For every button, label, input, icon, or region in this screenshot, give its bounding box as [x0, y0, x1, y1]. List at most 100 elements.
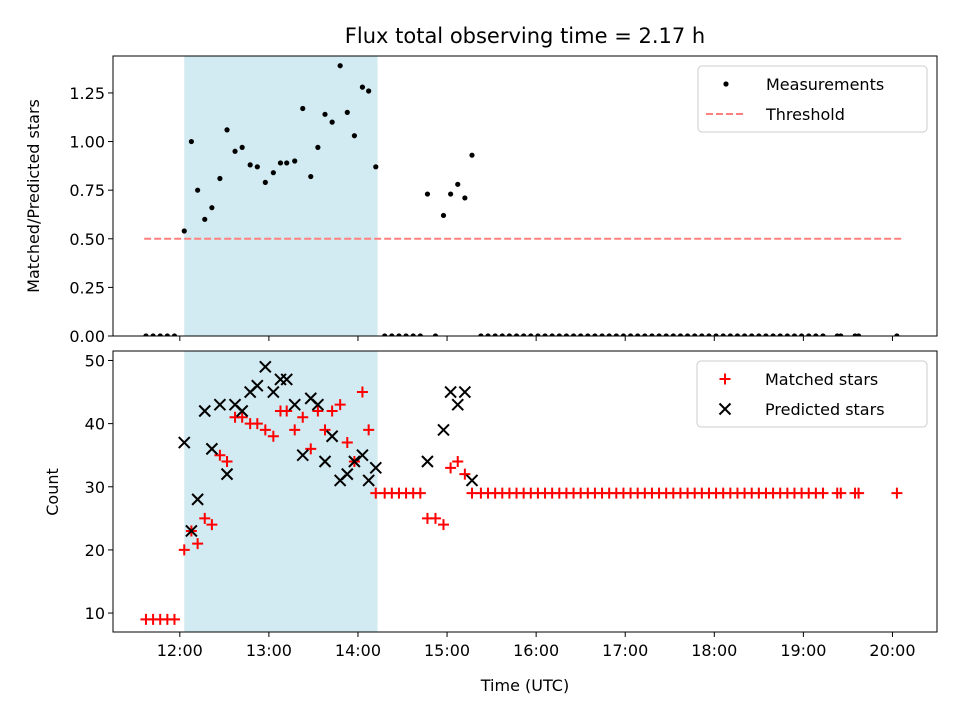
measurement-point	[513, 333, 520, 336]
measurement-point	[692, 333, 698, 336]
measurement-point	[150, 333, 156, 336]
measurement-point	[224, 127, 230, 133]
legend-measurement-marker	[723, 81, 729, 87]
measurement-point	[366, 88, 372, 94]
measurement-point	[684, 333, 691, 336]
top-legend: Measurements Threshold	[697, 65, 928, 133]
top-plot-area	[143, 63, 902, 336]
bottom-y-tick-label: 50	[85, 351, 105, 370]
measurement-point	[563, 333, 570, 336]
measurement-point	[262, 179, 268, 185]
bottom-y-tick-label: 20	[85, 541, 105, 560]
bottom-y-tick-label: 10	[85, 604, 105, 623]
measurement-point	[455, 181, 461, 187]
bottom-legend-box	[696, 360, 928, 428]
measurement-point	[549, 333, 555, 336]
measurement-point	[699, 333, 705, 336]
predicted-star-point	[213, 398, 227, 411]
bottom-legend: Matched stars Predicted stars	[696, 360, 928, 428]
measurement-point	[351, 133, 358, 139]
measurement-point	[143, 333, 149, 336]
measurement-point	[756, 333, 762, 336]
predicted-star-point	[318, 455, 332, 468]
legend-predicted-marker	[718, 402, 732, 416]
predicted-star-point	[362, 474, 375, 487]
top-y-tick-label: 0.00	[69, 327, 105, 346]
measurement-point	[300, 105, 306, 112]
measurement-point	[727, 333, 733, 336]
matched-star-point	[312, 405, 324, 417]
bottom-legend-label: Matched stars	[765, 370, 878, 389]
top-y-axis-label: Matched/Predicted stars	[24, 99, 43, 293]
measurement-point	[556, 333, 562, 336]
measurement-point	[627, 333, 634, 336]
bottom-x-tick-label: 15:00	[424, 641, 470, 660]
measurement-point	[734, 333, 741, 336]
top-shaded-span	[184, 56, 378, 336]
matched-star-point	[251, 418, 263, 430]
measurement-point	[396, 333, 402, 336]
measurement-point	[613, 333, 619, 336]
measurement-point	[649, 333, 655, 336]
measurement-point	[373, 164, 379, 170]
measurement-point	[284, 160, 290, 166]
matched-star-point	[452, 456, 464, 468]
matched-star-point	[341, 437, 353, 449]
matched-star-point	[289, 424, 301, 436]
measurement-point	[417, 333, 423, 336]
measurement-point	[469, 152, 475, 158]
measurement-point	[784, 333, 790, 336]
bottom-legend-label: Predicted stars	[765, 400, 885, 419]
predicted-star-point	[369, 461, 382, 475]
top-y-tick-label: 0.75	[69, 181, 105, 200]
matched-star-point	[319, 424, 331, 436]
measurement-point	[642, 333, 648, 336]
measurement-point	[806, 333, 812, 336]
predicted-star-point	[465, 474, 479, 487]
matched-star-point	[267, 430, 279, 442]
predicted-star-point	[437, 423, 450, 437]
matched-star-point	[414, 487, 426, 499]
matched-star-point	[214, 449, 226, 461]
measurement-point	[344, 109, 350, 115]
measurement-point	[181, 228, 187, 234]
bottom-y-axis-label: Count	[43, 468, 62, 516]
predicted-star-point	[178, 436, 191, 449]
measurement-point	[337, 63, 343, 69]
measurement-point	[535, 333, 541, 336]
matched-star-point	[334, 399, 346, 411]
measurement-point	[209, 205, 215, 211]
measurement-point	[656, 333, 662, 336]
measurement-point	[322, 111, 328, 117]
bottom-x-tick-label: 18:00	[691, 641, 737, 660]
measurement-point	[171, 333, 178, 336]
measurement-point	[606, 333, 612, 336]
predicted-star-point	[185, 524, 198, 538]
matched-star-point	[835, 487, 847, 499]
matched-star-point	[817, 487, 829, 499]
predicted-star-point	[288, 398, 301, 411]
measurement-point	[599, 333, 605, 336]
measurement-point	[492, 333, 498, 336]
measurement-point	[499, 333, 505, 336]
measurement-point	[389, 333, 395, 336]
predicted-star-point	[220, 467, 234, 481]
x-axis-label: Time (UTC)	[480, 676, 569, 695]
measurement-point	[382, 333, 388, 336]
measurement-point	[720, 333, 726, 336]
matched-star-point	[221, 456, 233, 468]
measurement-point	[195, 187, 201, 193]
measurement-point	[894, 333, 900, 336]
predicted-star-point	[348, 455, 361, 468]
matched-star-point	[891, 487, 903, 499]
measurement-point	[749, 333, 755, 336]
matched-star-point	[281, 405, 293, 417]
measurement-point	[521, 333, 527, 336]
matched-star-point	[199, 512, 211, 524]
measurement-point	[670, 333, 676, 336]
bottom-x-tick-label: 19:00	[780, 641, 826, 660]
predicted-star-point	[191, 493, 204, 506]
predicted-star-point	[280, 373, 293, 386]
measurement-point	[741, 333, 748, 336]
top-panel: 0.00 0.25 0.50 0.75 1.00 1.25 Measurements Thre…	[69, 55, 938, 346]
